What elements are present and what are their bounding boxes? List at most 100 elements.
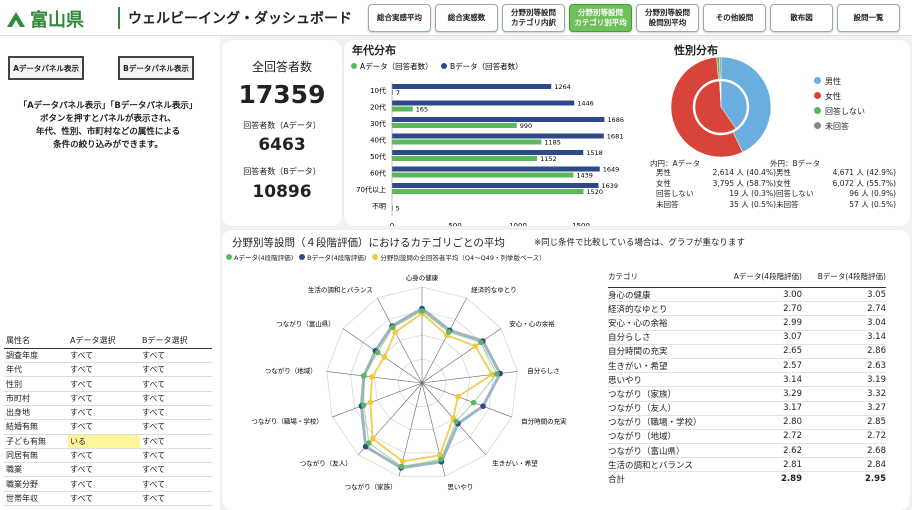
filter-value: すべて — [68, 405, 140, 421]
radar-note: ※同じ条件で比較している場合は、グラフが重なります — [534, 238, 745, 248]
x-tick-label: 1000 — [509, 222, 527, 226]
a-series-point — [478, 339, 484, 346]
gender-label: 女性 — [776, 178, 791, 188]
tab-1[interactable]: 総合実感数 — [435, 4, 498, 32]
distribution-panel: 年代分布 Aデータ（回答者数） Bデータ（回答者数） 10代 1264 7 20代 1446… — [344, 40, 910, 226]
category-name: 身心の健康 — [608, 290, 651, 301]
age-category-label: 40代 — [370, 136, 386, 145]
b-count-value: 10896 — [252, 182, 312, 202]
radar-axis-label: つながり（富山県） — [276, 319, 335, 328]
filter-attribute: 職業分野 — [4, 476, 68, 492]
table-row: 自分らしさ 3.07 3.14 — [608, 331, 886, 345]
table-row: つながり（職場・学校） 2.80 2.85 — [608, 416, 886, 430]
gender-row: 男性 2,614 人 (40.4%) — [656, 168, 776, 179]
gender-b-table: 男性 4,671 人 (42.9%) 女性 6,072 人 (55.7%) 回答しない 9… — [776, 168, 896, 210]
bar-a — [392, 189, 584, 194]
column-header-category[interactable]: カテゴリ — [608, 272, 638, 281]
tab-0[interactable]: 総合実感平均 — [368, 4, 431, 32]
column-header-b[interactable]: Bデータ(4段階評価) — [817, 272, 886, 281]
show-b-panel-button[interactable]: Bデータパネル表示 — [118, 56, 194, 80]
tab-4[interactable]: 分野別等設問 設問別平均 — [636, 4, 699, 32]
bar-a-label: 1439 — [576, 172, 593, 180]
filter-attribute: 調査年度 — [4, 348, 68, 364]
radar-grid-ring — [397, 358, 447, 407]
dashboard-title: ウェルビーイング・ダッシュボード — [128, 11, 352, 27]
a-series-point — [445, 329, 452, 335]
filter-value: すべて — [68, 462, 140, 478]
x-tick-label: 0 — [390, 222, 394, 226]
filter-value: すべて — [139, 434, 212, 449]
filter-column-header[interactable]: Aデータ選択 — [68, 334, 140, 349]
gender-value: 19 人 (0.3%) — [729, 189, 776, 198]
a-average: 3.17 — [783, 403, 802, 414]
gender-value: 57 人 (0.5%) — [849, 199, 896, 209]
age-bar-chart: Aデータ（回答者数） Bデータ（回答者数） 10代 1264 7 20代 1446 165 30… — [351, 61, 624, 226]
a-series-point — [366, 440, 372, 446]
tab-2[interactable]: 分野別等設問 カテゴリ内訳 — [502, 4, 565, 32]
radar-axis-label: つながり（友人） — [300, 458, 352, 467]
gender-a-table: 男性 2,614 人 (40.4%) 女性 3,795 人 (58.7%) 回答しない 1… — [656, 168, 776, 210]
a-series-point — [374, 349, 381, 356]
a-average: 2.57 — [783, 360, 802, 371]
tab-6[interactable]: 散布図 — [770, 4, 833, 32]
header-bar: 富山県 ウェルビーイング・ダッシュボード 総合実感平均 総合実感数 分野別等設問 カ… — [0, 0, 912, 36]
gender-label: 回答しない — [776, 189, 814, 198]
table-row: 生きがい・希望 2.57 2.63 — [608, 359, 886, 374]
b-average: 3.19 — [867, 374, 886, 385]
filter-value: すべて — [139, 476, 212, 492]
category-name: つながり（地域） — [608, 432, 677, 443]
gender-row: 回答しない 19 人 (0.3%) — [656, 189, 776, 200]
a-average: 3.00 — [783, 289, 802, 300]
radar-axis-line — [421, 382, 512, 418]
filter-value: すべて — [68, 376, 140, 392]
a-average: 3.29 — [783, 388, 802, 399]
category-name: 思いやり — [608, 375, 643, 386]
radar-axis-line — [421, 328, 502, 384]
bar-b — [392, 183, 599, 188]
filter-value: すべて — [139, 462, 212, 478]
a-series-point — [360, 402, 367, 408]
column-header-a[interactable]: Aデータ(4段階評価) — [733, 272, 802, 281]
radar-axis-label: 自分らしさ — [527, 366, 560, 375]
bar-b-label: 1518 — [586, 149, 603, 157]
gender-value: 3,795 人 (58.7%) — [712, 178, 776, 188]
filter-column-header[interactable]: Bデータ選択 — [139, 334, 212, 349]
age-category-label: 10代 — [370, 86, 386, 95]
b-average: 3.14 — [867, 332, 886, 343]
radar-axis-line — [377, 297, 423, 384]
inner-slice-3 — [719, 80, 722, 108]
tab-3[interactable]: 分野別等設問 カテゴリ別平均 — [569, 4, 632, 32]
category-name: 生活の調和とバランス — [608, 460, 693, 471]
show-a-panel-button[interactable]: Aデータパネル表示 — [8, 56, 84, 80]
tab-7[interactable]: 設問一覧 — [837, 4, 900, 32]
header-divider — [118, 7, 120, 29]
avg-series-point — [367, 399, 374, 406]
table-row: つながり（友人） 3.17 3.27 — [608, 402, 886, 416]
table-row: 経済的なゆとり 2.70 2.74 — [608, 302, 886, 317]
gender-value: 6,072 人 (55.7%) — [832, 178, 896, 188]
gender-row: 未回答 57 人 (0.5%) — [776, 200, 896, 211]
avg-series-point — [381, 354, 388, 360]
filter-value: すべて — [68, 391, 140, 406]
bar-a-label: 5 — [396, 205, 400, 213]
category-name: つながり（富山県） — [608, 446, 685, 457]
age-category-label: 60代 — [370, 169, 386, 178]
legend-row-2: 回答しない — [814, 104, 865, 119]
tab-5[interactable]: その他設問 — [703, 4, 766, 32]
gender-value: 96 人 (0.9%) — [849, 189, 896, 198]
bar-a — [392, 106, 413, 112]
radar-axis-line — [421, 297, 467, 384]
bar-b-label: 1639 — [602, 182, 619, 190]
radar-grid-ring — [374, 334, 470, 430]
filter-column-header[interactable]: 属性名 — [4, 334, 68, 349]
a-average: 2.62 — [783, 445, 802, 456]
gender-a-heading: 内円：Aデータ — [650, 159, 701, 168]
table-row: 身心の健康 3.00 3.05 — [608, 288, 886, 303]
a-count-value: 6463 — [258, 135, 306, 155]
gender-label: 男性 — [656, 168, 671, 177]
gender-value: 35 人 (0.5%) — [729, 199, 776, 209]
b-average: 2.84 — [867, 459, 886, 470]
a-series-point — [389, 324, 396, 331]
radar-legend: Aデータ(4段階評価) Bデータ(4段階評価) 分野別設問の全回答者平均（Q4～Q4… — [226, 252, 546, 262]
legend-row-0: 男性 — [814, 74, 865, 89]
